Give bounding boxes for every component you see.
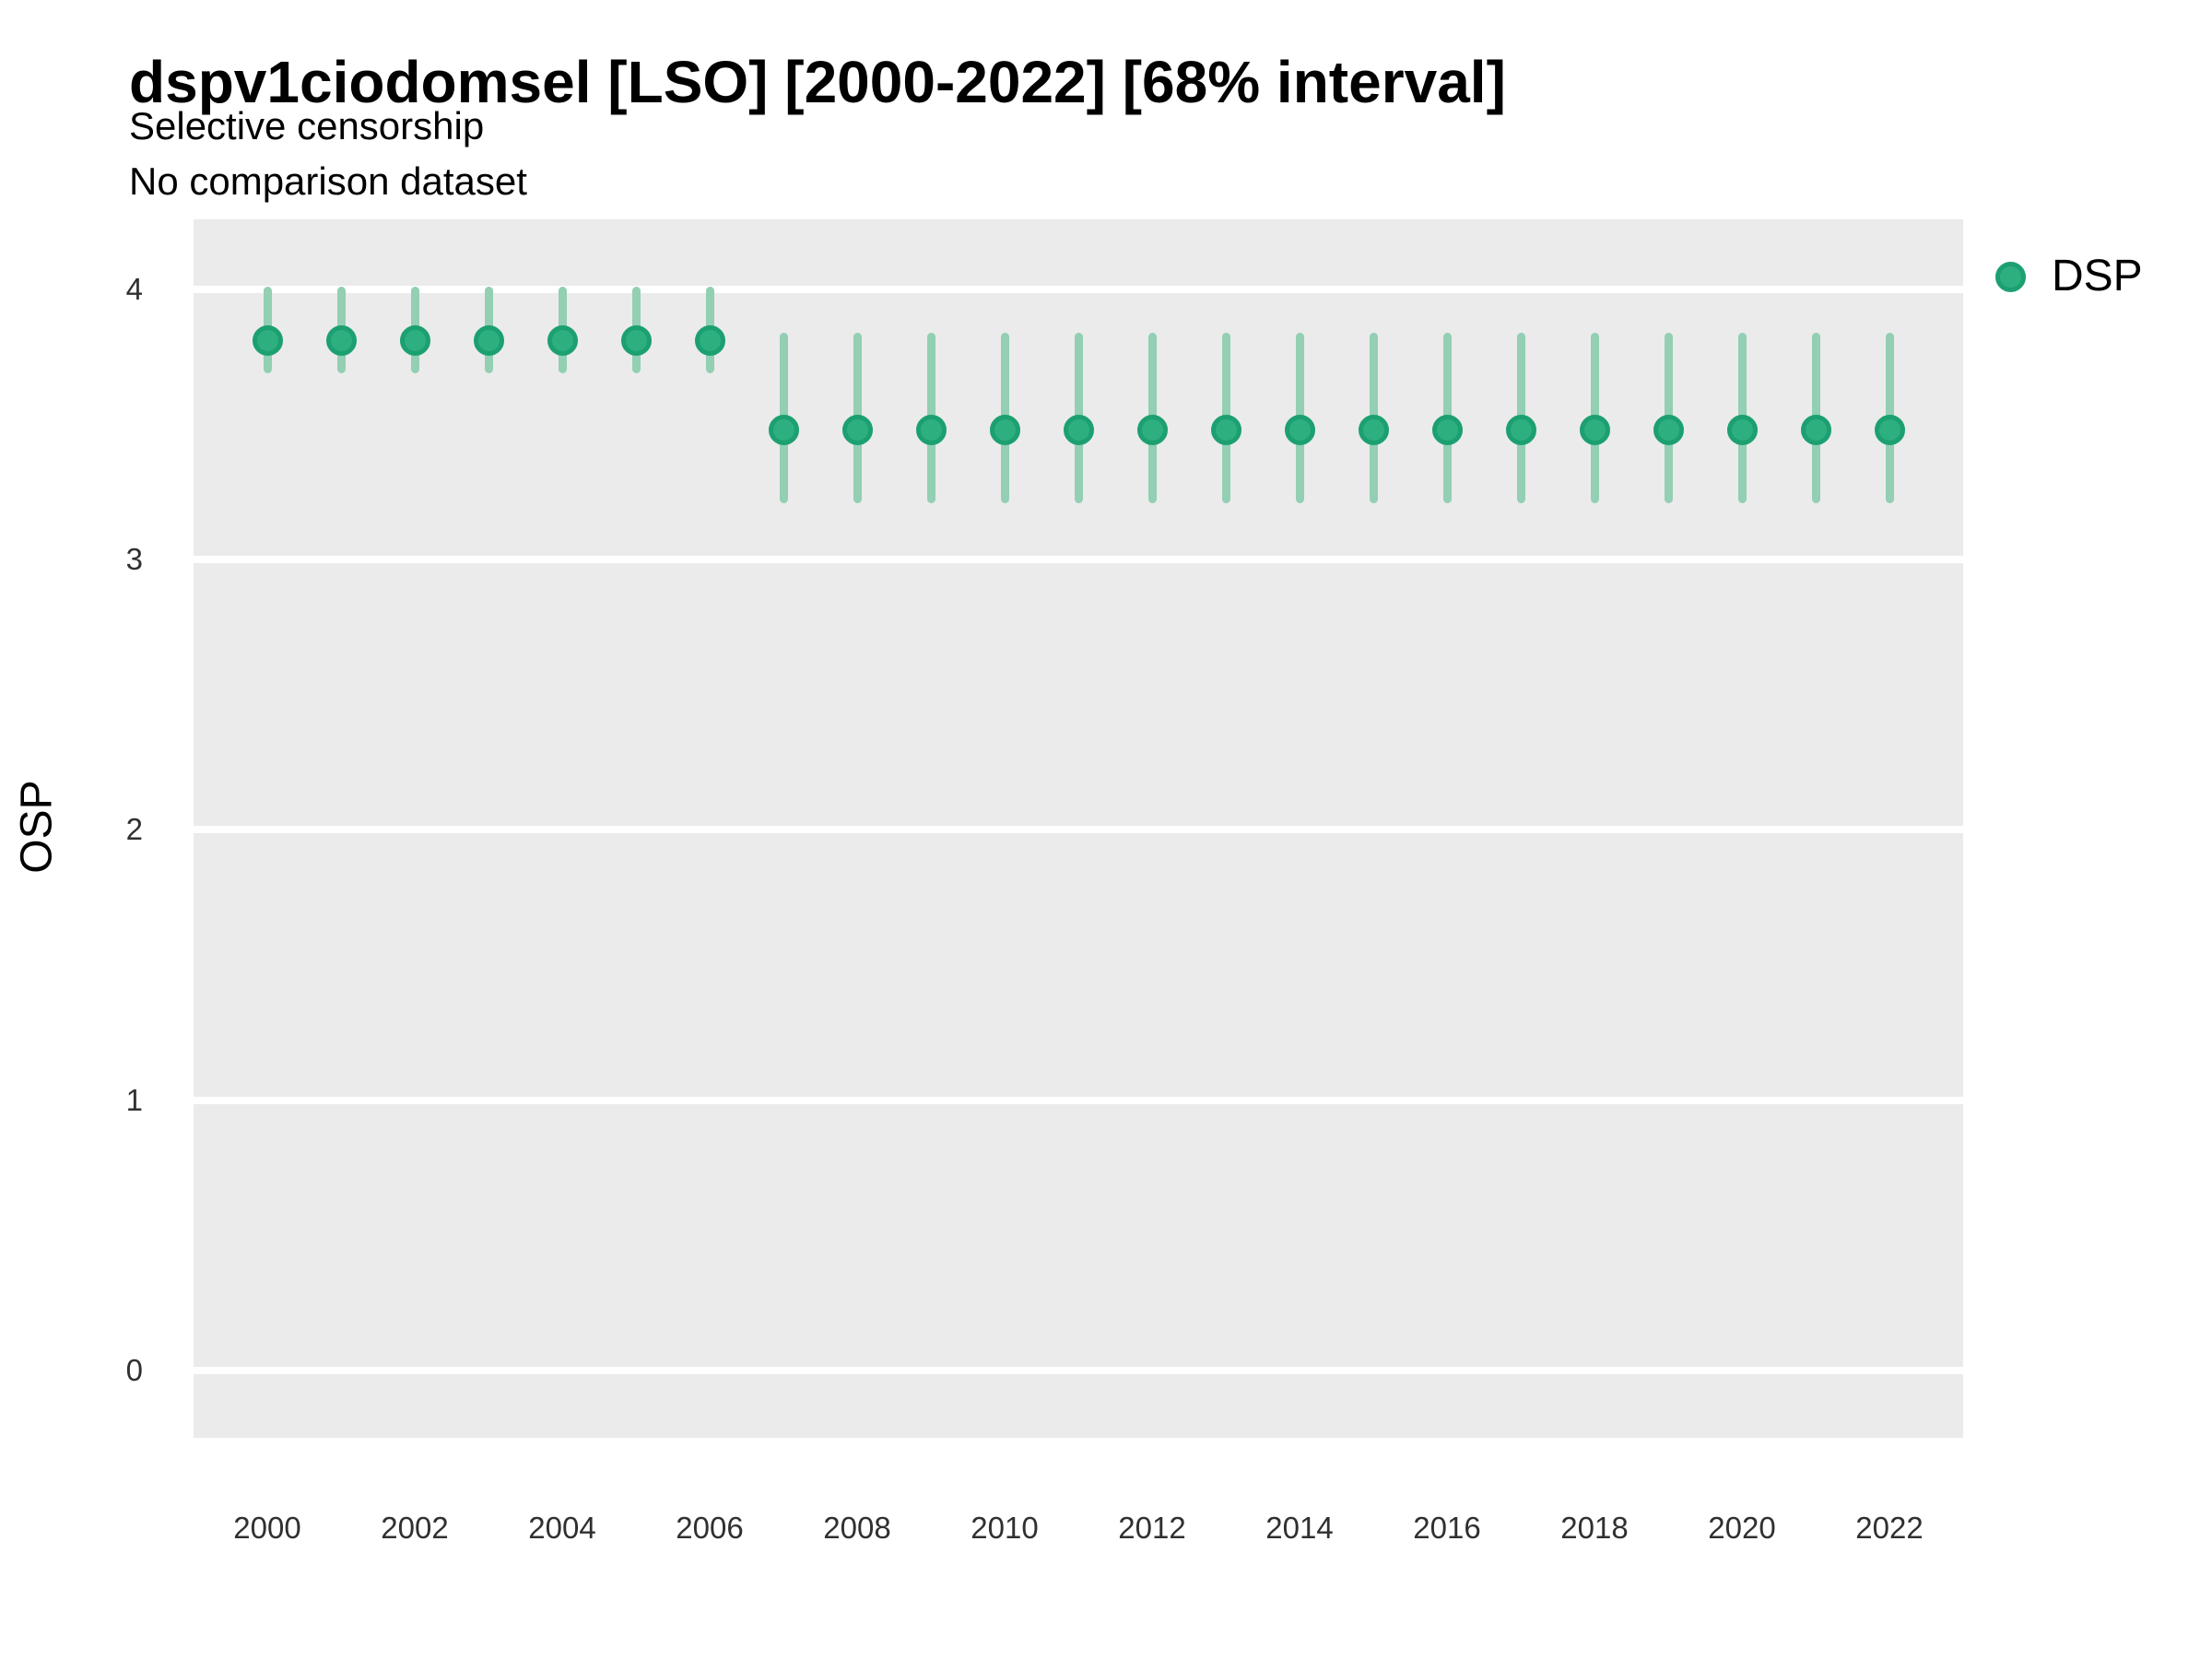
data-point bbox=[694, 325, 725, 357]
gridline bbox=[194, 286, 1963, 294]
x-tick-label: 2000 bbox=[233, 1511, 301, 1545]
data-point bbox=[1210, 415, 1241, 446]
data-point bbox=[473, 325, 504, 357]
legend: DSP bbox=[1995, 251, 2143, 302]
y-tick-label: 3 bbox=[125, 542, 143, 577]
legend-dot-icon bbox=[1995, 261, 2026, 292]
data-point bbox=[1136, 415, 1168, 446]
x-tick-label: 2004 bbox=[528, 1511, 596, 1545]
gridline bbox=[194, 556, 1963, 564]
chart-subtitle-line1: Selective censorship bbox=[129, 104, 485, 147]
data-point bbox=[620, 325, 652, 357]
data-point bbox=[1726, 415, 1758, 446]
chart-title: dspv1ciodomsel [LSO] [2000-2022] [68% in… bbox=[129, 49, 1506, 115]
data-point bbox=[989, 415, 1020, 446]
y-tick-label: 0 bbox=[125, 1352, 143, 1387]
x-tick-label: 2012 bbox=[1118, 1511, 1186, 1545]
gridline bbox=[194, 1366, 1963, 1374]
data-point bbox=[1800, 415, 1831, 446]
x-tick-label: 2008 bbox=[823, 1511, 891, 1545]
x-tick-label: 2014 bbox=[1265, 1511, 1334, 1545]
data-point bbox=[1653, 415, 1684, 446]
data-point bbox=[252, 325, 283, 357]
y-tick-label: 2 bbox=[125, 812, 143, 847]
x-tick-label: 2010 bbox=[971, 1511, 1039, 1545]
legend-label: DSP bbox=[2052, 252, 2143, 300]
data-point bbox=[841, 415, 873, 446]
x-tick-label: 2020 bbox=[1708, 1511, 1776, 1545]
data-point bbox=[768, 415, 799, 446]
data-point bbox=[547, 325, 578, 357]
gridline bbox=[194, 826, 1963, 834]
chart-subtitle-line2: No comparison dataset bbox=[129, 159, 527, 203]
x-tick-label: 2006 bbox=[676, 1511, 744, 1545]
x-tick-label: 2002 bbox=[381, 1511, 449, 1545]
data-point bbox=[1284, 415, 1315, 446]
x-tick-label: 2022 bbox=[1855, 1511, 1924, 1545]
data-point bbox=[1358, 415, 1389, 446]
data-point bbox=[1874, 415, 1905, 446]
data-point bbox=[325, 325, 357, 357]
x-tick-label: 2018 bbox=[1560, 1511, 1629, 1545]
data-point bbox=[399, 325, 430, 357]
data-point bbox=[1063, 415, 1094, 446]
gridline bbox=[194, 1096, 1963, 1104]
y-tick-label: 1 bbox=[125, 1082, 143, 1117]
data-point bbox=[1579, 415, 1610, 446]
data-point bbox=[915, 415, 947, 446]
data-point bbox=[1505, 415, 1536, 446]
y-tick-label: 4 bbox=[125, 272, 143, 307]
x-tick-label: 2016 bbox=[1413, 1511, 1481, 1545]
data-point bbox=[1431, 415, 1463, 446]
